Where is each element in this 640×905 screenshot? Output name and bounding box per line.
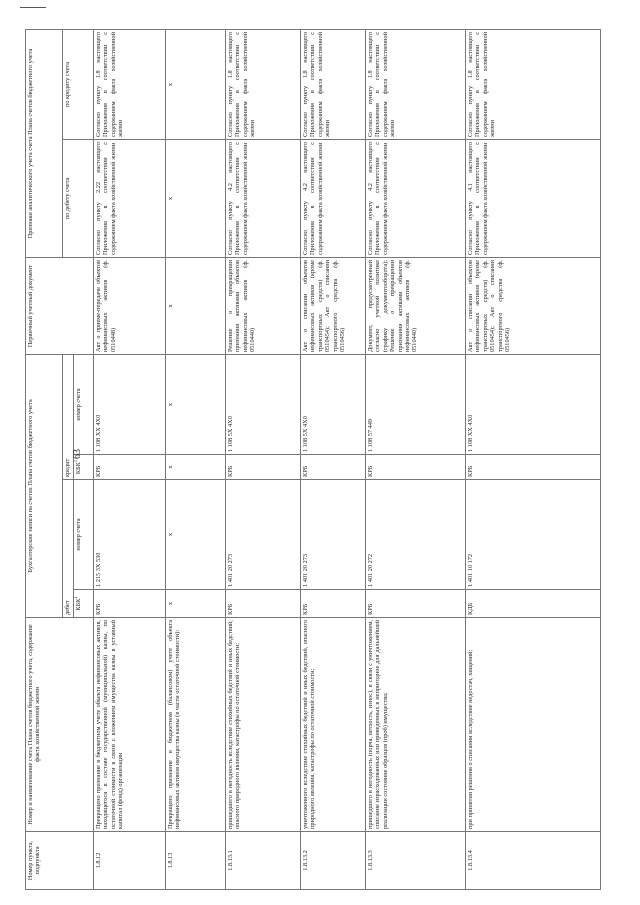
row-number: 1.8.13.2 <box>300 831 366 890</box>
kbk-footnote: 1 <box>74 596 78 598</box>
credit-kbk: КРБ <box>465 454 601 480</box>
analytics-credit: Согласно пункту 1.8 настоящего Приложени… <box>225 29 301 140</box>
row-description: Прекращено признание в бюджетном учете о… <box>93 617 166 832</box>
header-number: Номер пункта, подпункта <box>25 831 94 890</box>
row-number: 1.8.13 <box>165 831 226 890</box>
credit-kbk: КРБ <box>300 454 366 480</box>
header-document: Первичный учетный документ <box>25 257 94 355</box>
table-body: 1.8.12 Прекращено признание в бюджетном у… <box>93 29 601 890</box>
header-name: Номер и наименование счета Плана счетов … <box>25 617 94 832</box>
debit-account: 1 401 10 172 <box>465 479 601 590</box>
row-description: при принятии решения о списании вследств… <box>465 617 601 832</box>
analytics-credit: Согласно пункту 1.8 настоящего Приложени… <box>465 29 601 140</box>
primary-document: Акт о списании объектов нефинансовых акт… <box>465 257 601 355</box>
table-row: 1.8.13.3 пришедшего в негодность (порча, … <box>365 29 466 890</box>
header-credit-account: номер счета <box>73 354 94 455</box>
debit-account: 1 401 20 273 <box>300 479 366 590</box>
table-row: 1.8.13.1 пришедшего в негодность вследств… <box>225 29 301 890</box>
analytics-debit: Согласно пункту 2.22 настоящего Приложен… <box>93 139 166 258</box>
accounting-table: Номер пункта, подпункта Номер и наименов… <box>25 29 601 890</box>
table-row: 1.8.12 Прекращено признание в бюджетном у… <box>93 29 166 890</box>
credit-account: 1 108 XX 4X0 <box>93 354 166 455</box>
row-description: уничтоженного вследствие стихийных бедст… <box>300 617 366 832</box>
row-number: 1.8.13.3 <box>365 831 466 890</box>
analytics-credit: Согласно пункту 1.8 настоящего Приложени… <box>365 29 466 140</box>
debit-account: 1 401 20 272 <box>365 479 466 590</box>
row-number: 1.8.13.4 <box>465 831 601 890</box>
row-number: 1.8.12 <box>93 831 166 890</box>
credit-kbk: КРБ <box>93 454 166 480</box>
debit-kbk: КРБ <box>300 589 366 618</box>
top-rule <box>20 7 46 8</box>
header-debit-account: номер счета <box>73 479 94 590</box>
table-row: 1.8.13 Прекращено признание в бюджетном (… <box>165 29 226 890</box>
row-description: пришедшего в негодность (порча, ветхость… <box>365 617 466 832</box>
analytics-debit: Согласно пункту 4.2 настоящего Приложени… <box>300 139 366 258</box>
credit-account: 1 108 5X 4X0 <box>225 354 301 455</box>
row-description: Прекращено признание в бюджетном (баланс… <box>165 617 226 832</box>
credit-kbk: х <box>165 454 226 480</box>
header-by-credit: по кредиту счета <box>62 29 94 140</box>
debit-kbk: КРБ <box>365 589 466 618</box>
debit-kbk: КДБ <box>465 589 601 618</box>
header-debit-kbk: КБК1 <box>73 589 94 618</box>
page-number: 63 <box>72 449 83 459</box>
primary-document: Акт о приеме-передаче объектов нефинансо… <box>93 257 166 355</box>
row-number: 1.8.13.1 <box>225 831 301 890</box>
credit-kbk: КРБ <box>365 454 466 480</box>
debit-kbk: КРБ <box>93 589 166 618</box>
credit-account: 1 108 XX 4X0 <box>465 354 601 455</box>
analytics-credit: Согласно пункту 1.8 настоящего Приложени… <box>300 29 366 140</box>
analytics-credit: Согласно пункту 1.8 настоящего Приложени… <box>93 29 166 140</box>
primary-document: Документ, предусмотренный согласно учетн… <box>365 257 466 355</box>
row-description: пришедшего в негодность вследствие стихи… <box>225 617 301 832</box>
analytics-debit: х <box>165 139 226 258</box>
analytics-credit: х <box>165 29 226 140</box>
credit-account: 1 108 5X 4X0 <box>300 354 366 455</box>
header-debit: дебет <box>62 479 74 618</box>
debit-account: 1 401 20 273 <box>225 479 301 590</box>
primary-document: Акт о списании объектов нефинансовых акт… <box>300 257 366 355</box>
debit-account: х <box>165 479 226 590</box>
debit-account: 1 215 3X 530 <box>93 479 166 590</box>
credit-account: х <box>165 354 226 455</box>
credit-account: 1 108 57 449 <box>365 354 466 455</box>
debit-kbk: КРБ <box>225 589 301 618</box>
credit-kbk: КРБ <box>225 454 301 480</box>
primary-document: х <box>165 257 226 355</box>
debit-kbk: х <box>165 589 226 618</box>
analytics-debit: Согласно пункту 4.1 настоящего Приложени… <box>465 139 601 258</box>
table-row: 1.8.13.4 при принятии решения о списании … <box>465 29 601 890</box>
header-entries: Бухгалтерские записи на счетах Плана сче… <box>25 354 63 618</box>
primary-document: Решение о прекращении признания активами… <box>225 257 301 355</box>
table-row: 1.8.13.2 уничтоженного вследствие стихийн… <box>300 29 366 890</box>
rotated-page: 63 Номер пункта, подпункта Номер и наиме… <box>25 29 601 890</box>
header-analytics: Признаки аналитического учета счета План… <box>25 29 63 258</box>
header-by-debit: по дебету счета <box>62 139 94 258</box>
analytics-debit: Согласно пункту 4.2 настоящего Приложени… <box>365 139 466 258</box>
kbk-label: КБК <box>75 598 82 611</box>
analytics-debit: Согласно пункту 4.2 настоящего Приложени… <box>225 139 301 258</box>
